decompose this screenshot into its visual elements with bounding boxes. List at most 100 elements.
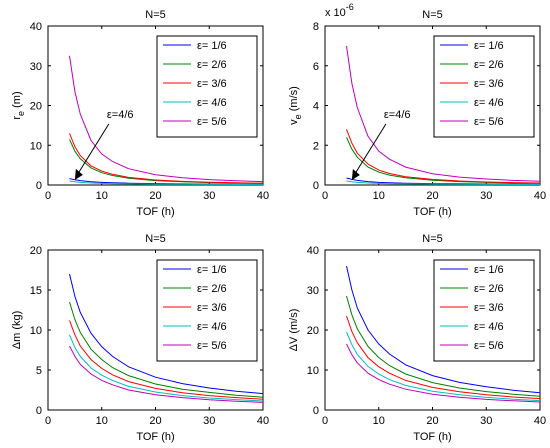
y-tick-label: 10 [30, 140, 42, 152]
y-axis-label: ve (m/s) [288, 86, 303, 125]
y-tick-label: 5 [36, 365, 42, 377]
y-tick-label: 20 [30, 245, 42, 257]
series-line-4 [69, 334, 263, 402]
x-tick-label: 40 [534, 415, 546, 427]
legend-entry: ε= 4/6 [474, 321, 504, 333]
x-axis-label: TOF (h) [136, 206, 174, 218]
x-tick-label: 20 [149, 415, 161, 427]
x-tick-label: 10 [96, 190, 108, 202]
legend-entry: ε= 2/6 [474, 283, 504, 295]
y-tick-label: 10 [30, 325, 42, 337]
x-tick-label: 10 [373, 415, 385, 427]
y-axis-label-sub: e [16, 111, 26, 116]
series-line-3 [346, 315, 540, 400]
y-multiplier: x 10-6 [325, 2, 354, 19]
y-axis-label: re (m) [11, 91, 26, 119]
x-tick-label: 0 [45, 415, 51, 427]
y-tick-label: 2 [313, 140, 319, 152]
chart-title: N=5 [145, 9, 166, 21]
legend-box [433, 259, 535, 362]
y-tick-label: 4 [313, 101, 319, 113]
x-tick-label: 40 [257, 190, 269, 202]
chart-3: 0 10 20 30 40 0 5 10 15 20 N=5 TOF (h) Δm (kg) ε= 1/6… [11, 233, 269, 443]
series-line-1 [346, 265, 540, 394]
x-tick-label: 20 [426, 190, 438, 202]
series-line-5 [346, 45, 540, 182]
series-line-4 [346, 180, 540, 185]
y-multiplier-exponent: -6 [346, 2, 354, 12]
legend-entry: ε= 3/6 [474, 302, 504, 314]
series-line-5 [69, 345, 263, 403]
series-line-1 [69, 273, 263, 395]
series-line-3 [346, 129, 540, 184]
legend-entry: ε= 2/6 [197, 283, 227, 295]
y-axis-label-main: Δm (kg) [11, 311, 23, 350]
y-tick-label: 0 [313, 405, 319, 417]
y-axis-label-unit: (m) [11, 91, 23, 111]
chart-2: 0 10 20 30 40 0 2 4 6 8 N=5 TOF (h) ve (m/s) x 10-6 ε=… [288, 2, 546, 218]
x-tick-label: 10 [373, 190, 385, 202]
chart-title: N=5 [422, 233, 443, 245]
legend-entry: ε= 2/6 [197, 59, 227, 71]
y-axis-label: Δm (kg) [11, 311, 23, 350]
x-tick-label: 30 [480, 415, 492, 427]
annotation-label: ε=4/6 [384, 109, 411, 121]
chart-1: 0 10 20 30 40 0 10 20 30 40 N=5 TOF (h) re (m) ε= 1/6… [11, 9, 269, 218]
legend-entry: ε= 3/6 [197, 78, 227, 90]
y-tick-label: 40 [307, 245, 319, 257]
legend-entry: ε= 5/6 [474, 340, 504, 352]
y-tick-label: 20 [30, 101, 42, 113]
x-tick-label: 40 [257, 415, 269, 427]
series-line-4 [346, 331, 540, 402]
y-tick-label: 0 [313, 180, 319, 192]
series-line-5 [69, 55, 263, 183]
y-tick-label: 20 [307, 325, 319, 337]
y-axis-label-main: r [11, 116, 23, 120]
y-axis-label-sub: e [293, 114, 303, 119]
x-axis-label: TOF (h) [413, 431, 451, 443]
x-tick-label: 30 [203, 190, 215, 202]
legend-entry: ε= 1/6 [197, 264, 227, 276]
x-tick-label: 0 [322, 190, 328, 202]
series-line-3 [69, 133, 263, 184]
legend-entry: ε= 3/6 [197, 302, 227, 314]
legend-entry: ε= 2/6 [474, 59, 504, 71]
y-tick-label: 40 [30, 21, 42, 33]
x-tick-label: 0 [45, 190, 51, 202]
legend: ε= 1/6 ε= 2/6 ε= 3/6 ε= 4/6 ε= 5/6 [433, 259, 535, 362]
annotation-arrow-line [354, 123, 387, 175]
x-tick-label: 10 [96, 415, 108, 427]
y-axis-label: ΔV (m/s) [288, 309, 300, 352]
legend-entry: ε= 1/6 [474, 40, 504, 52]
series-line-4 [69, 180, 263, 185]
series-line-5 [346, 343, 540, 403]
y-axis-label-main: v [288, 119, 300, 125]
legend-entry: ε= 5/6 [197, 340, 227, 352]
series-line-2 [346, 295, 540, 397]
legend-entry: ε= 4/6 [197, 97, 227, 109]
legend-entry: ε= 5/6 [474, 116, 504, 128]
x-tick-label: 30 [203, 415, 215, 427]
legend: ε= 1/6 ε= 2/6 ε= 3/6 ε= 4/6 ε= 5/6 [156, 259, 258, 362]
x-tick-label: 30 [480, 190, 492, 202]
y-axis-label-main: ΔV (m/s) [288, 309, 300, 352]
chart-title: N=5 [145, 233, 166, 245]
annotation-arrow-head [74, 168, 83, 180]
x-tick-label: 0 [322, 415, 328, 427]
x-tick-label: 40 [534, 190, 546, 202]
legend-entry: ε= 4/6 [197, 321, 227, 333]
legend-entry: ε= 1/6 [197, 40, 227, 52]
y-tick-label: 10 [307, 365, 319, 377]
legend-entry: ε= 1/6 [474, 264, 504, 276]
legend: ε= 1/6 ε= 2/6 ε= 3/6 ε= 4/6 ε= 5/6 [156, 35, 258, 138]
legend-box [433, 35, 535, 138]
chart-4: 0 10 20 30 40 0 10 20 30 40 N=5 TOF (h) ΔV (m/s) ε= 1… [288, 233, 546, 443]
y-axis-label-unit: (m/s) [288, 86, 300, 114]
legend-entry: ε= 4/6 [474, 97, 504, 109]
y-tick-label: 0 [36, 405, 42, 417]
x-axis-label: TOF (h) [413, 206, 451, 218]
x-axis-label: TOF (h) [136, 431, 174, 443]
legend: ε= 1/6 ε= 2/6 ε= 3/6 ε= 4/6 ε= 5/6 [433, 35, 535, 138]
y-multiplier-base: x 10 [325, 7, 346, 19]
